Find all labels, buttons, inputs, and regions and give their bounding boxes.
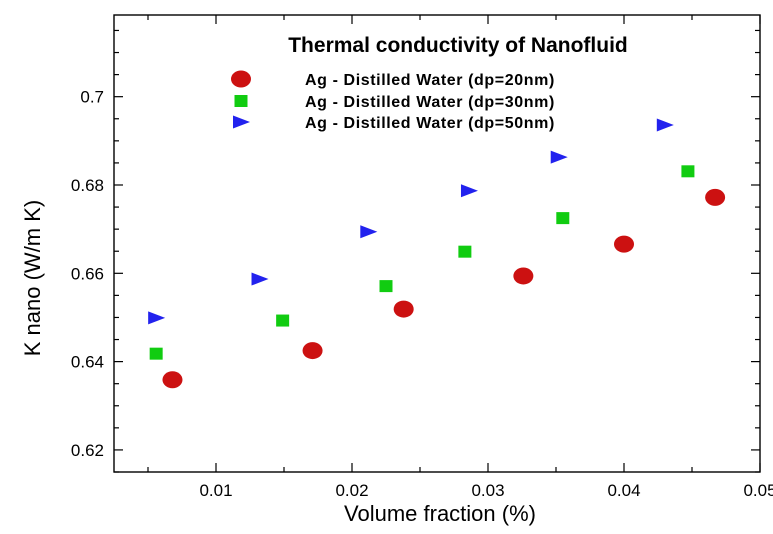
chart-title: Thermal conductivity of Nanofluid (288, 34, 628, 57)
x-tick-label: 0.04 (607, 481, 640, 500)
legend-marker-series-3 (233, 115, 250, 129)
data-point-series-1 (705, 188, 726, 206)
legend-label-series-1: Ag - Distilled Water (dp=20nm) (305, 72, 555, 89)
x-tick-label: 0.01 (199, 481, 232, 500)
data-point-series-1 (393, 300, 414, 318)
y-tick-label: 0.66 (71, 264, 104, 283)
data-point-series-1 (302, 342, 323, 360)
legend: Ag - Distilled Water (dp=20nm) Ag - Disti… (231, 70, 555, 132)
data-point-series-3 (656, 118, 674, 132)
legend-label-series-3: Ag - Distilled Water (dp=50nm) (305, 115, 555, 132)
y-tick-label: 0.64 (71, 353, 104, 372)
data-point-series-2 (458, 245, 472, 258)
y-tick-label: 0.62 (71, 441, 104, 460)
legend-marker-series-1 (231, 70, 251, 88)
data-point-series-1 (614, 235, 634, 253)
data-point-series-3 (251, 272, 269, 286)
x-axis-title: Volume fraction (%) (344, 501, 536, 526)
data-points (148, 118, 726, 389)
axes: 0.01 0.02 0.03 0.04 0.05 0.62 0.64 0.66 0.68 0.7 (71, 14, 773, 500)
plot-frame (113, 14, 761, 473)
data-point-series-3 (360, 225, 378, 239)
data-point-series-1 (162, 371, 183, 389)
x-tick-label: 0.03 (471, 481, 504, 500)
data-point-series-1 (513, 267, 534, 285)
y-axis-title: K nano (W/m K) (20, 200, 45, 356)
data-point-series-2 (149, 347, 163, 360)
data-point-series-2 (276, 314, 290, 327)
data-point-series-2 (379, 280, 393, 293)
y-tick-label: 0.68 (71, 176, 104, 195)
data-point-series-3 (148, 311, 166, 325)
x-tick-label: 0.05 (743, 481, 773, 500)
legend-marker-series-2 (234, 95, 248, 107)
data-point-series-2 (681, 165, 695, 178)
legend-label-series-2: Ag - Distilled Water (dp=30nm) (305, 94, 555, 111)
data-point-series-3 (550, 150, 568, 164)
x-tick-label: 0.02 (335, 481, 368, 500)
y-tick-label: 0.7 (80, 88, 104, 107)
data-point-series-3 (460, 184, 478, 198)
data-point-series-2 (556, 212, 570, 225)
